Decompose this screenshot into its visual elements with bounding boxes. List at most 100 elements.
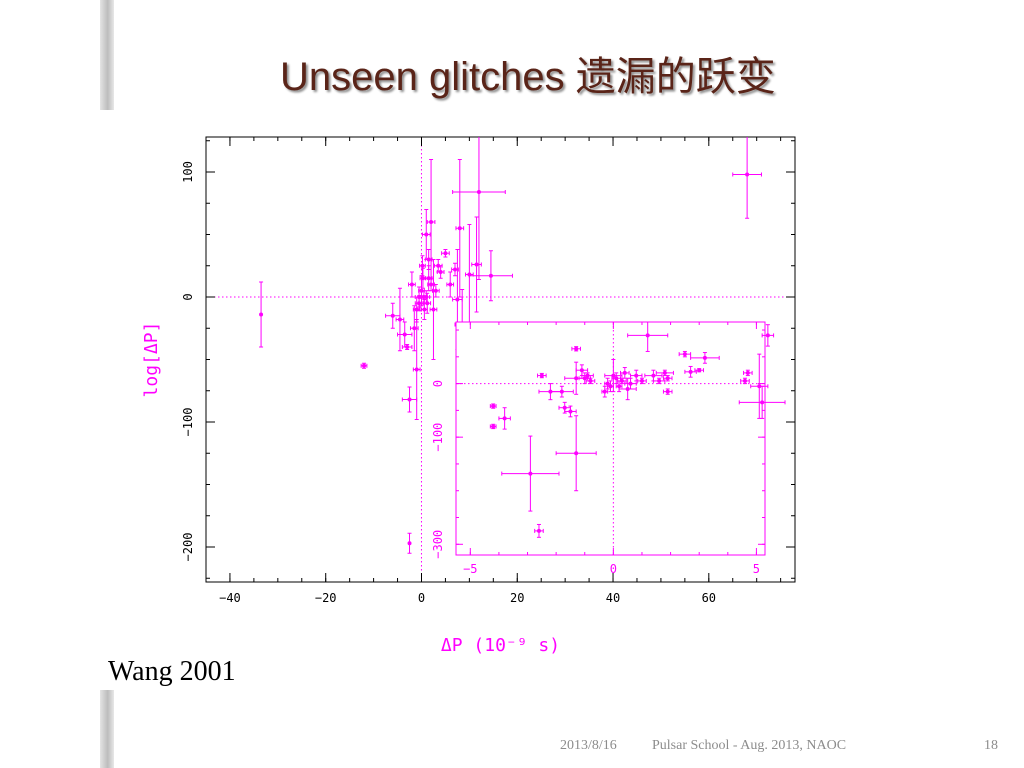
inset-point-marker — [491, 424, 496, 429]
main-point — [441, 249, 450, 258]
main-point-marker — [397, 317, 402, 322]
inset-point — [618, 377, 637, 401]
inset-point-marker — [765, 333, 770, 338]
inset-point-marker — [579, 368, 584, 373]
inset-point-marker — [502, 416, 507, 421]
inset-point-marker — [619, 378, 624, 383]
main-point — [468, 250, 513, 302]
main-point — [446, 271, 455, 298]
main-point — [455, 159, 465, 298]
inset-point — [537, 372, 547, 379]
inset-point-marker — [622, 370, 627, 375]
inset-point-marker — [645, 333, 650, 338]
inset-xtick-label: 0 — [610, 562, 617, 576]
inset-point — [740, 377, 750, 385]
main-point — [407, 532, 412, 554]
main-point — [471, 216, 482, 313]
inset-point-marker — [559, 389, 564, 394]
inset-point — [549, 385, 574, 398]
main-point — [412, 319, 421, 420]
inset-point — [498, 407, 511, 430]
main-xtick-label: 0 — [418, 591, 425, 605]
main-point — [423, 292, 432, 314]
main-point-marker — [453, 267, 458, 272]
main-point — [259, 281, 264, 348]
inset-point-marker — [574, 451, 579, 456]
inset-point-marker — [688, 369, 693, 374]
inset-point-marker — [742, 378, 747, 383]
main-point-marker — [443, 251, 448, 256]
inset-point-marker — [682, 352, 687, 357]
inset-point — [630, 369, 643, 382]
main-point-marker — [407, 397, 412, 402]
footer-event: Pulsar School - Aug. 2013, NAOC — [652, 738, 847, 753]
inset-point-marker — [639, 378, 644, 383]
inset-scatter-chart: −5 0 5 −300 −100 0 — [431, 321, 786, 576]
main-point-marker — [457, 226, 462, 231]
inset-point-marker — [760, 400, 765, 405]
main-point — [424, 249, 433, 270]
inset-point — [624, 377, 637, 390]
main-point-marker — [436, 263, 441, 268]
main-point-marker — [417, 301, 422, 306]
inset-point-marker — [745, 370, 750, 375]
inset-point-marker — [662, 370, 667, 375]
main-point — [452, 137, 506, 280]
inset-point-marker — [608, 384, 613, 389]
inset-point — [652, 377, 666, 385]
main-point-marker — [402, 332, 407, 337]
inset-point-marker — [491, 404, 496, 409]
inset-point — [662, 375, 673, 382]
inset-point-marker — [697, 368, 702, 373]
main-point-marker — [488, 273, 493, 278]
inset-point — [489, 403, 497, 409]
main-point — [408, 271, 416, 298]
main-point-marker — [425, 301, 430, 306]
main-point — [436, 265, 445, 279]
main-ytick-label: 0 — [181, 293, 195, 300]
inset-point — [694, 368, 704, 373]
main-x-axis-label: ΔP (10⁻⁹ s) — [441, 635, 560, 656]
inset-point — [571, 346, 581, 352]
main-point-marker — [474, 262, 479, 267]
main-point-marker — [745, 172, 750, 177]
attribution: Wang 2001 — [108, 656, 236, 687]
main-point-marker — [419, 288, 424, 293]
main-point-marker — [259, 312, 264, 317]
main-point-marker — [390, 313, 395, 318]
main-point-marker — [426, 257, 431, 262]
main-point-marker — [412, 326, 417, 331]
main-point-marker — [362, 363, 367, 368]
inset-point — [534, 523, 544, 538]
inset-point — [637, 377, 647, 385]
main-point — [401, 344, 413, 350]
main-xtick-label: −40 — [219, 591, 241, 605]
inset-point-marker — [539, 373, 544, 378]
inset-point-marker — [651, 373, 656, 378]
inset-xtick-label: −5 — [463, 562, 477, 576]
inset-point-marker — [605, 381, 610, 386]
inset-point-marker — [657, 378, 662, 383]
main-xtick-label: 40 — [606, 591, 620, 605]
inset-ytick-label: −100 — [431, 423, 445, 452]
main-ytick-label: −100 — [181, 408, 195, 437]
main-xtick-label: −20 — [315, 591, 337, 605]
main-y-axis-label: log[ΔP] — [141, 322, 162, 398]
inset-frame — [455, 321, 766, 556]
inset-point — [690, 352, 720, 364]
inset-point-marker — [634, 373, 639, 378]
inset-point — [564, 405, 577, 418]
inset-point — [501, 435, 560, 512]
main-point-marker — [414, 367, 419, 372]
main-xtick-label: 60 — [702, 591, 716, 605]
inset-point-marker — [702, 355, 707, 360]
inset-point — [743, 369, 753, 377]
main-point — [432, 284, 440, 298]
main-point-marker — [405, 345, 410, 349]
inset-point-marker — [757, 384, 762, 389]
main-ytick-label: 100 — [181, 161, 195, 183]
inset-point — [555, 415, 597, 492]
inset-point-marker — [528, 471, 533, 476]
decor-bar-bottom — [100, 690, 114, 768]
